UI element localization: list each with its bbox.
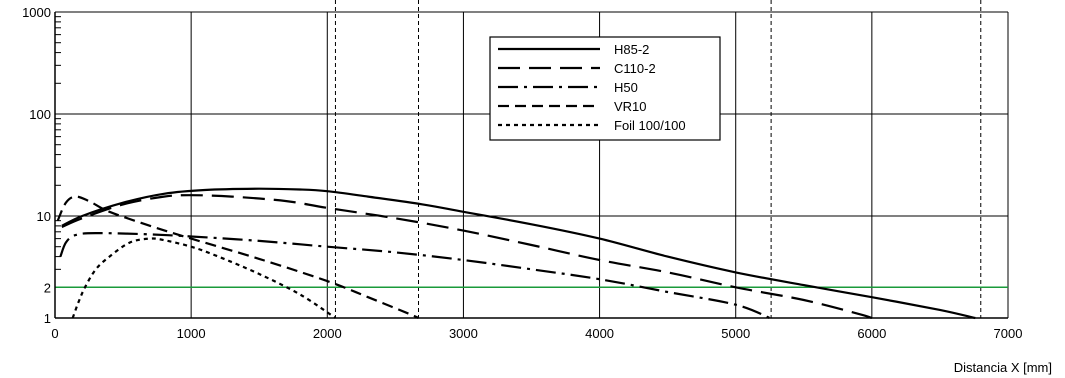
- y-tick-label: 2: [44, 280, 51, 295]
- chart-legend: H85-2 C110-2 H50 VR10 Foil 100/100: [489, 36, 721, 141]
- x-axis-label: Distancia X [mm]: [954, 360, 1052, 375]
- x-tick-label: 1000: [177, 326, 206, 341]
- x-tick-label: 2000: [313, 326, 342, 341]
- chart-axes: [54, 12, 1008, 319]
- legend-label: VR10: [614, 99, 647, 114]
- series-line-3: [59, 231, 771, 320]
- series-line-5: [71, 237, 337, 319]
- y-tick-label: 10: [37, 209, 51, 224]
- legend-label: Foil 100/100: [614, 118, 686, 133]
- chart-series: [56, 187, 976, 320]
- x-tick-label: 4000: [585, 326, 614, 341]
- tick-labels: 0 1000 2000 3000 4000 5000 6000 7000 1 2 10 100 1000: [22, 5, 1022, 341]
- x-tick-label: 3000: [449, 326, 478, 341]
- legend-label: C110-2: [614, 61, 656, 76]
- y-axis-minor-ticks: [55, 16, 61, 288]
- y-tick-label: 1000: [22, 5, 51, 20]
- x-tick-label: 6000: [857, 326, 886, 341]
- reference-lines: [55, 0, 1008, 318]
- legend-label: H85-2: [614, 42, 649, 57]
- legend-label: H50: [614, 80, 638, 95]
- legend-box: [489, 36, 721, 141]
- x-tick-label: 5000: [721, 326, 750, 341]
- series-line-4: [56, 195, 419, 320]
- series-line-2: [61, 194, 873, 320]
- y-tick-label: 1: [44, 311, 51, 326]
- x-tick-label: 0: [51, 326, 58, 341]
- series-line-1: [61, 187, 976, 320]
- x-tick-label: 7000: [994, 326, 1023, 341]
- y-tick-label: 100: [29, 107, 51, 122]
